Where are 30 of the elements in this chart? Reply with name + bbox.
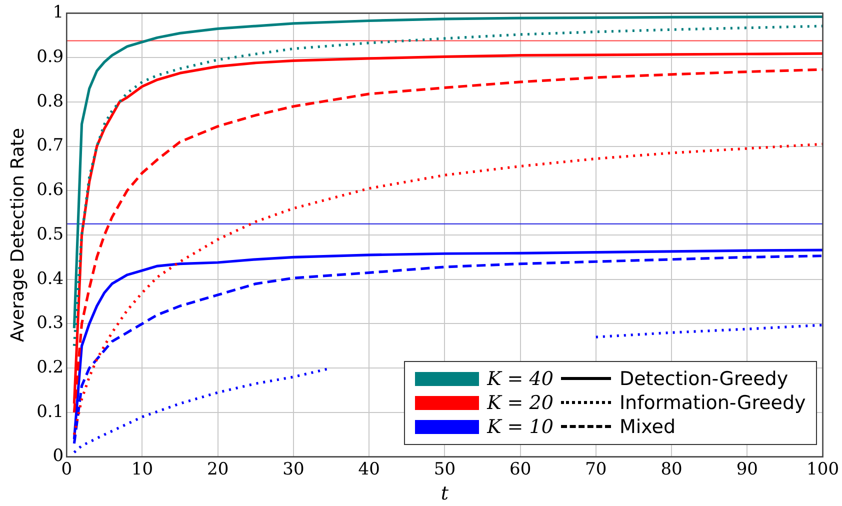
y-tick-label: 0	[52, 446, 64, 466]
y-tick-label: 1	[52, 2, 64, 23]
x-tick-label: 50	[434, 459, 456, 480]
annotation: Mixed	[619, 416, 677, 438]
y-tick-label: 0.5	[36, 224, 64, 244]
y-tick-label: 0.9	[36, 46, 64, 67]
y-tick-label: 0.7	[36, 136, 64, 156]
y-tick-label: 0.8	[36, 91, 64, 112]
x-tick-label: 80	[660, 459, 682, 480]
x-tick-label: 40	[358, 459, 380, 480]
y-tick-label: 0.4	[36, 268, 64, 289]
y-tick-label: 0.1	[36, 402, 64, 422]
line-series	[72, 142, 823, 436]
y-tick-label: 0.2	[36, 358, 64, 378]
annotation: Detection-Greedy	[619, 368, 790, 390]
annotation: K = 10	[487, 416, 554, 438]
x-tick-label: 100	[806, 459, 840, 480]
y-axis-title: Average Detection Rate	[7, 128, 28, 342]
x-tick-label: 10	[131, 459, 154, 480]
annotation: K = 40	[487, 368, 554, 390]
y-tick-label: 0.3	[36, 313, 64, 334]
x-axis-title: t	[440, 482, 449, 505]
x-tick-label: 60	[510, 459, 532, 480]
x-tick-label: 30	[282, 459, 304, 480]
x-tick-label: 90	[736, 459, 758, 480]
annotation: K = 20	[487, 392, 554, 414]
x-tick-label: 70	[585, 459, 607, 480]
y-tick-label: 0.6	[36, 180, 64, 200]
annotation: Information-Greedy	[619, 392, 806, 414]
x-tick-label: 20	[207, 459, 229, 480]
